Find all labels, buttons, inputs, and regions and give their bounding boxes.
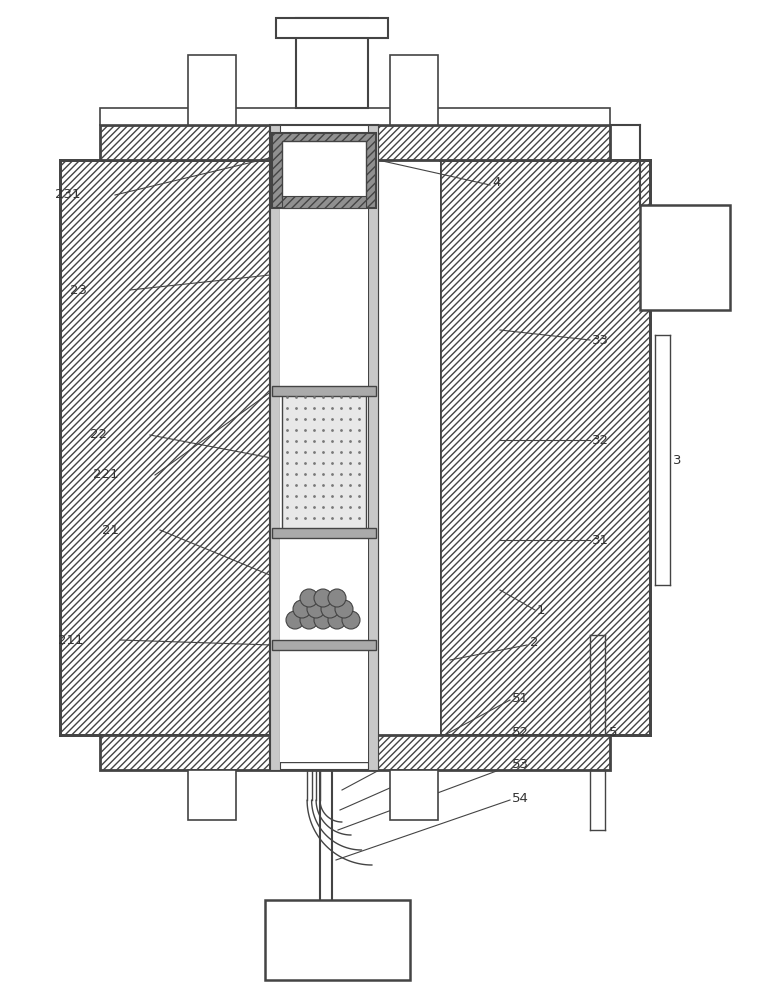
Text: 221: 221 — [93, 468, 118, 482]
Bar — [282, 196, 366, 208]
Bar — [280, 538, 368, 640]
Bar — [188, 55, 236, 125]
Circle shape — [342, 611, 360, 629]
Text: 5: 5 — [609, 726, 618, 740]
Circle shape — [293, 600, 311, 618]
Text: 4: 4 — [492, 176, 500, 190]
Bar — [100, 125, 610, 160]
Circle shape — [335, 600, 353, 618]
Bar — [280, 208, 368, 386]
Bar — [272, 386, 376, 396]
Bar — [272, 640, 376, 650]
Bar — [272, 133, 376, 208]
Text: 52: 52 — [512, 726, 529, 740]
Circle shape — [321, 600, 339, 618]
Text: 23: 23 — [70, 284, 87, 296]
Bar — [272, 528, 376, 538]
Bar — [282, 141, 366, 198]
Circle shape — [300, 589, 318, 607]
Text: 54: 54 — [512, 792, 529, 804]
Circle shape — [286, 611, 304, 629]
Text: 3: 3 — [673, 454, 681, 466]
Bar — [276, 18, 388, 38]
Circle shape — [328, 589, 346, 607]
Bar — [285, 160, 440, 735]
Bar — [270, 125, 280, 770]
Bar — [100, 108, 610, 125]
Text: 211: 211 — [58, 634, 83, 647]
Text: 53: 53 — [512, 758, 529, 770]
Text: 1: 1 — [537, 603, 546, 616]
Bar — [390, 55, 438, 125]
Text: 31: 31 — [592, 534, 609, 546]
Text: 231: 231 — [55, 188, 80, 202]
Circle shape — [314, 589, 332, 607]
Text: 22: 22 — [90, 428, 107, 442]
Circle shape — [300, 611, 318, 629]
Bar — [270, 125, 378, 770]
Text: 2: 2 — [530, 637, 538, 650]
Circle shape — [314, 611, 332, 629]
Bar — [265, 900, 410, 980]
Text: 33: 33 — [592, 334, 609, 347]
Bar — [440, 160, 650, 735]
Bar — [640, 205, 730, 310]
Bar — [282, 390, 366, 530]
Bar — [188, 770, 236, 820]
Circle shape — [328, 611, 346, 629]
Bar — [390, 770, 438, 820]
Bar — [278, 133, 370, 762]
Bar — [368, 125, 378, 770]
Text: 21: 21 — [102, 524, 119, 536]
Bar — [296, 18, 368, 108]
Text: 32: 32 — [592, 434, 609, 446]
Circle shape — [307, 600, 325, 618]
Bar — [280, 133, 368, 762]
Bar — [60, 160, 285, 735]
Text: 51: 51 — [512, 692, 529, 704]
Bar — [100, 735, 610, 770]
